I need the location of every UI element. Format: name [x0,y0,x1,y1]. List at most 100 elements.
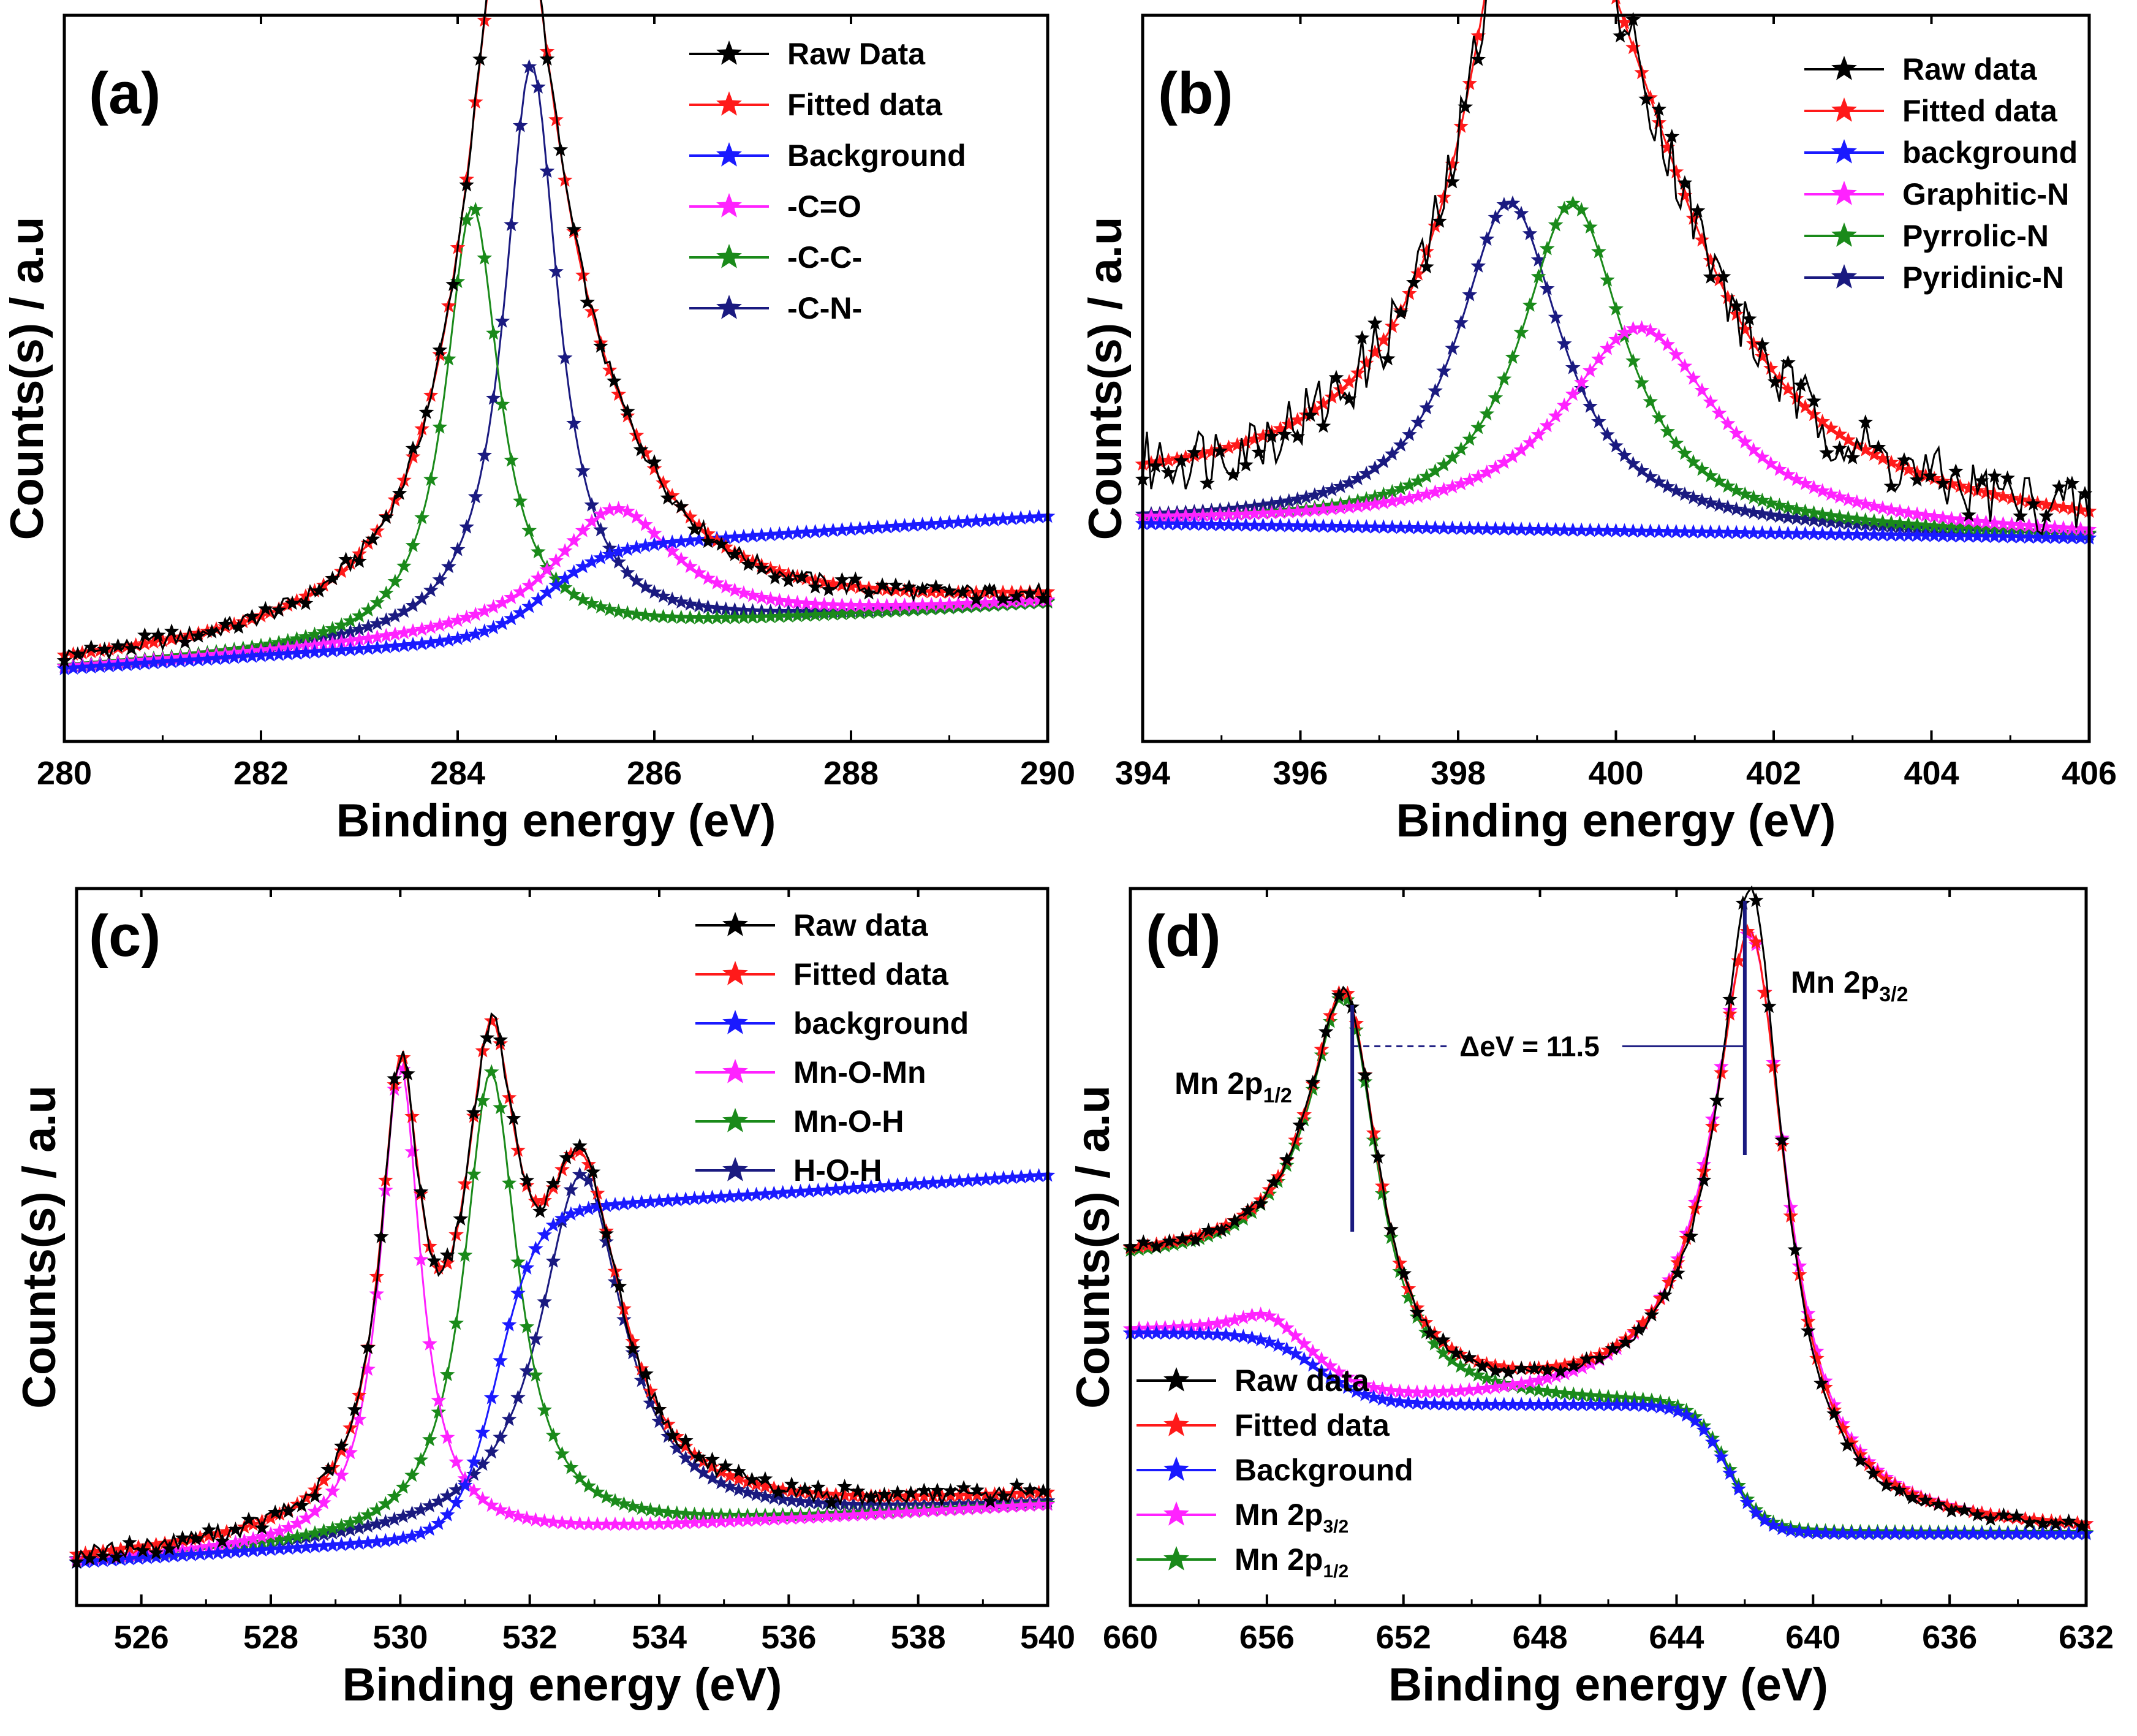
data-point [1849,511,1865,526]
data-point [825,597,841,612]
data-point [1418,1384,1434,1399]
data-point [1634,374,1649,390]
data-point [352,641,367,656]
data-point [643,1383,658,1398]
data-point [1987,468,2002,483]
data-point [673,499,689,514]
data-point [289,631,304,646]
data-point [1643,393,1658,409]
data-point [1479,464,1495,479]
data-point [1513,442,1529,457]
data-point [1746,504,1761,519]
data-point [1292,1117,1307,1132]
data-point [852,605,868,620]
data-point [816,607,832,621]
data-point [897,518,912,533]
data-point [128,656,144,671]
data-point [660,490,676,505]
data-point [1565,195,1581,210]
data-point [1427,1336,1442,1351]
data-point [1849,516,1865,531]
data-point [254,1534,270,1549]
data-point [173,629,188,644]
data-point [1995,488,2011,503]
data-point [521,59,537,74]
data-point [157,1548,173,1563]
data-point [1022,1497,1038,1512]
data-point [1227,1327,1242,1343]
data-point [1428,484,1443,499]
panel-label: (a) [89,61,161,126]
data-point [924,601,939,616]
data-point [387,574,403,588]
data-point [1780,381,1796,396]
data-point [1385,446,1400,461]
data-point [1448,1345,1464,1360]
data-point [843,578,859,593]
data-point [673,533,689,548]
data-point [1583,522,1598,537]
data-point [2026,1512,2042,1526]
data-point [1244,1200,1260,1215]
data-point [352,632,367,646]
legend-marker [1163,1457,1189,1481]
data-point [1704,1434,1720,1449]
data-point [1022,1482,1038,1496]
data-point [673,609,689,624]
data-point [888,603,904,618]
data-point [1341,475,1357,490]
data-point [897,602,912,617]
data-point [678,1191,694,1206]
data-point [890,1504,906,1520]
data-point [1696,1164,1712,1178]
data-point [316,636,331,651]
data-point [771,526,787,541]
data-point [191,652,206,667]
data-point [863,1506,879,1521]
data-point [584,303,600,319]
data-point [1009,1477,1024,1492]
data-point [890,1485,906,1499]
data-point [1583,1355,1598,1371]
data-point [2025,496,2041,511]
data-point [1866,517,1882,532]
data-point [1475,1359,1490,1373]
data-point [113,1541,129,1556]
data-point [1230,517,1245,532]
data-point [1809,1343,1825,1358]
data-point [619,403,635,419]
data-point [1462,287,1478,301]
data-point [1591,414,1606,428]
data-point [584,497,600,512]
data-point [1251,444,1266,459]
data-point [1703,252,1719,267]
data-point [1720,289,1736,305]
data-point [1314,1363,1329,1378]
data-point [475,1456,491,1471]
data-point [360,602,376,617]
data-point [1875,450,1891,466]
data-point [1766,1517,1781,1532]
data-point [2073,502,2089,517]
data-point [201,1528,217,1542]
data-point [1826,1525,1842,1541]
series-raw-data [69,1012,1051,1569]
data-point [1496,1378,1512,1393]
data-point [1600,426,1615,442]
data-point [1230,506,1245,521]
data-point [625,1498,641,1514]
data-point [369,1286,385,1301]
data-point [307,1503,323,1518]
data-point [1761,998,1777,1014]
data-point [532,1203,548,1218]
x-axis-label: Binding energy (eV) [1396,795,1836,847]
data-point [477,447,493,462]
data-point [486,325,501,340]
data-point [1383,1393,1399,1408]
data-point [2038,519,2054,534]
data-point [316,624,331,639]
data-point [727,602,743,617]
data-point [1005,1498,1020,1513]
